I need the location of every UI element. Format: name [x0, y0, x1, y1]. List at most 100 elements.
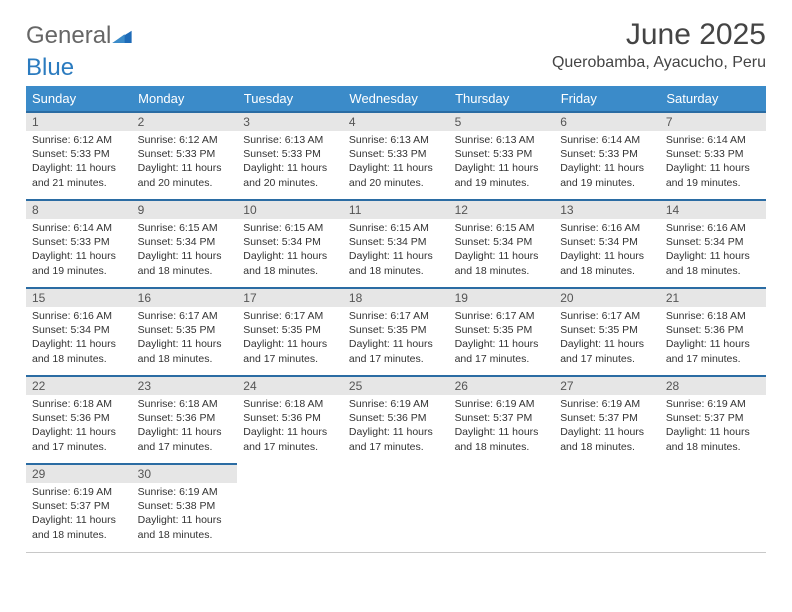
day-number: 21: [660, 289, 766, 307]
sunrise-text: Sunrise: 6:15 AM: [243, 221, 337, 235]
daylight-text: Daylight: 11 hours: [349, 249, 443, 263]
sunset-text: Sunset: 5:35 PM: [138, 323, 232, 337]
day-details: Sunrise: 6:19 AMSunset: 5:37 PMDaylight:…: [449, 395, 555, 458]
day-number: 11: [343, 201, 449, 219]
sunset-text: Sunset: 5:36 PM: [32, 411, 126, 425]
day-number: 6: [554, 113, 660, 131]
sunrise-text: Sunrise: 6:17 AM: [455, 309, 549, 323]
day-number: 5: [449, 113, 555, 131]
day-cell: [554, 464, 660, 552]
sunset-text: Sunset: 5:34 PM: [349, 235, 443, 249]
day-details: Sunrise: 6:18 AMSunset: 5:36 PMDaylight:…: [660, 307, 766, 370]
sunset-text: Sunset: 5:35 PM: [243, 323, 337, 337]
day-cell: [343, 464, 449, 552]
daylight-text: Daylight: 11 hours: [666, 337, 760, 351]
day-number: 29: [26, 465, 132, 483]
day-details: Sunrise: 6:19 AMSunset: 5:37 PMDaylight:…: [554, 395, 660, 458]
day-cell: 28Sunrise: 6:19 AMSunset: 5:37 PMDayligh…: [660, 376, 766, 464]
sunrise-text: Sunrise: 6:19 AM: [32, 485, 126, 499]
daylight-text: Daylight: 11 hours: [455, 249, 549, 263]
sunset-text: Sunset: 5:34 PM: [455, 235, 549, 249]
daylight-text: Daylight: 11 hours: [243, 425, 337, 439]
day-header: Thursday: [449, 86, 555, 112]
sunset-text: Sunset: 5:34 PM: [666, 235, 760, 249]
daylight-text-2: and 18 minutes.: [560, 264, 654, 278]
day-cell: 8Sunrise: 6:14 AMSunset: 5:33 PMDaylight…: [26, 200, 132, 288]
sunrise-text: Sunrise: 6:17 AM: [138, 309, 232, 323]
day-cell: 7Sunrise: 6:14 AMSunset: 5:33 PMDaylight…: [660, 112, 766, 200]
sunset-text: Sunset: 5:34 PM: [243, 235, 337, 249]
day-cell: 9Sunrise: 6:15 AMSunset: 5:34 PMDaylight…: [132, 200, 238, 288]
sunset-text: Sunset: 5:37 PM: [32, 499, 126, 513]
daylight-text: Daylight: 11 hours: [560, 337, 654, 351]
daylight-text: Daylight: 11 hours: [138, 337, 232, 351]
day-number: 24: [237, 377, 343, 395]
day-details: Sunrise: 6:17 AMSunset: 5:35 PMDaylight:…: [554, 307, 660, 370]
day-details: Sunrise: 6:19 AMSunset: 5:37 PMDaylight:…: [26, 483, 132, 546]
day-number: 23: [132, 377, 238, 395]
sunset-text: Sunset: 5:37 PM: [666, 411, 760, 425]
sunrise-text: Sunrise: 6:14 AM: [32, 221, 126, 235]
day-details: Sunrise: 6:16 AMSunset: 5:34 PMDaylight:…: [554, 219, 660, 282]
day-details: Sunrise: 6:17 AMSunset: 5:35 PMDaylight:…: [343, 307, 449, 370]
sunrise-text: Sunrise: 6:19 AM: [560, 397, 654, 411]
day-cell: 4Sunrise: 6:13 AMSunset: 5:33 PMDaylight…: [343, 112, 449, 200]
day-details: Sunrise: 6:17 AMSunset: 5:35 PMDaylight:…: [449, 307, 555, 370]
daylight-text: Daylight: 11 hours: [32, 425, 126, 439]
sunrise-text: Sunrise: 6:16 AM: [560, 221, 654, 235]
week-row: 29Sunrise: 6:19 AMSunset: 5:37 PMDayligh…: [26, 464, 766, 552]
day-details: Sunrise: 6:14 AMSunset: 5:33 PMDaylight:…: [26, 219, 132, 282]
day-number: 14: [660, 201, 766, 219]
sunrise-text: Sunrise: 6:18 AM: [138, 397, 232, 411]
sunrise-text: Sunrise: 6:15 AM: [349, 221, 443, 235]
daylight-text-2: and 19 minutes.: [560, 176, 654, 190]
day-number: 19: [449, 289, 555, 307]
daylight-text-2: and 18 minutes.: [455, 440, 549, 454]
header: GeneralBlue June 2025 Querobamba, Ayacuc…: [26, 18, 766, 80]
daylight-text-2: and 17 minutes.: [243, 352, 337, 366]
daylight-text-2: and 18 minutes.: [32, 528, 126, 542]
sunrise-text: Sunrise: 6:19 AM: [455, 397, 549, 411]
sunrise-text: Sunrise: 6:15 AM: [138, 221, 232, 235]
sunset-text: Sunset: 5:35 PM: [349, 323, 443, 337]
sunrise-text: Sunrise: 6:19 AM: [138, 485, 232, 499]
day-cell: 27Sunrise: 6:19 AMSunset: 5:37 PMDayligh…: [554, 376, 660, 464]
sunrise-text: Sunrise: 6:19 AM: [666, 397, 760, 411]
day-number: 4: [343, 113, 449, 131]
sunset-text: Sunset: 5:34 PM: [32, 323, 126, 337]
day-details: Sunrise: 6:15 AMSunset: 5:34 PMDaylight:…: [343, 219, 449, 282]
calendar-table: Sunday Monday Tuesday Wednesday Thursday…: [26, 86, 766, 553]
day-details: Sunrise: 6:17 AMSunset: 5:35 PMDaylight:…: [237, 307, 343, 370]
daylight-text: Daylight: 11 hours: [138, 425, 232, 439]
day-details: Sunrise: 6:14 AMSunset: 5:33 PMDaylight:…: [660, 131, 766, 194]
daylight-text: Daylight: 11 hours: [455, 337, 549, 351]
sunset-text: Sunset: 5:33 PM: [349, 147, 443, 161]
sunrise-text: Sunrise: 6:17 AM: [560, 309, 654, 323]
daylight-text: Daylight: 11 hours: [560, 425, 654, 439]
daylight-text: Daylight: 11 hours: [666, 425, 760, 439]
sunset-text: Sunset: 5:33 PM: [32, 147, 126, 161]
day-details: Sunrise: 6:13 AMSunset: 5:33 PMDaylight:…: [449, 131, 555, 194]
sunrise-text: Sunrise: 6:14 AM: [666, 133, 760, 147]
day-details: Sunrise: 6:15 AMSunset: 5:34 PMDaylight:…: [237, 219, 343, 282]
day-cell: [237, 464, 343, 552]
sunset-text: Sunset: 5:33 PM: [455, 147, 549, 161]
day-details: Sunrise: 6:19 AMSunset: 5:36 PMDaylight:…: [343, 395, 449, 458]
day-cell: 19Sunrise: 6:17 AMSunset: 5:35 PMDayligh…: [449, 288, 555, 376]
sunrise-text: Sunrise: 6:12 AM: [32, 133, 126, 147]
day-number: 2: [132, 113, 238, 131]
day-number: 22: [26, 377, 132, 395]
daylight-text-2: and 20 minutes.: [243, 176, 337, 190]
daylight-text-2: and 17 minutes.: [349, 440, 443, 454]
day-number: 30: [132, 465, 238, 483]
day-number: 26: [449, 377, 555, 395]
sunrise-text: Sunrise: 6:19 AM: [349, 397, 443, 411]
day-header: Saturday: [660, 86, 766, 112]
daylight-text-2: and 18 minutes.: [32, 352, 126, 366]
daylight-text: Daylight: 11 hours: [349, 161, 443, 175]
daylight-text: Daylight: 11 hours: [243, 249, 337, 263]
day-number: 17: [237, 289, 343, 307]
day-number: 9: [132, 201, 238, 219]
daylight-text-2: and 18 minutes.: [138, 528, 232, 542]
daylight-text-2: and 18 minutes.: [560, 440, 654, 454]
